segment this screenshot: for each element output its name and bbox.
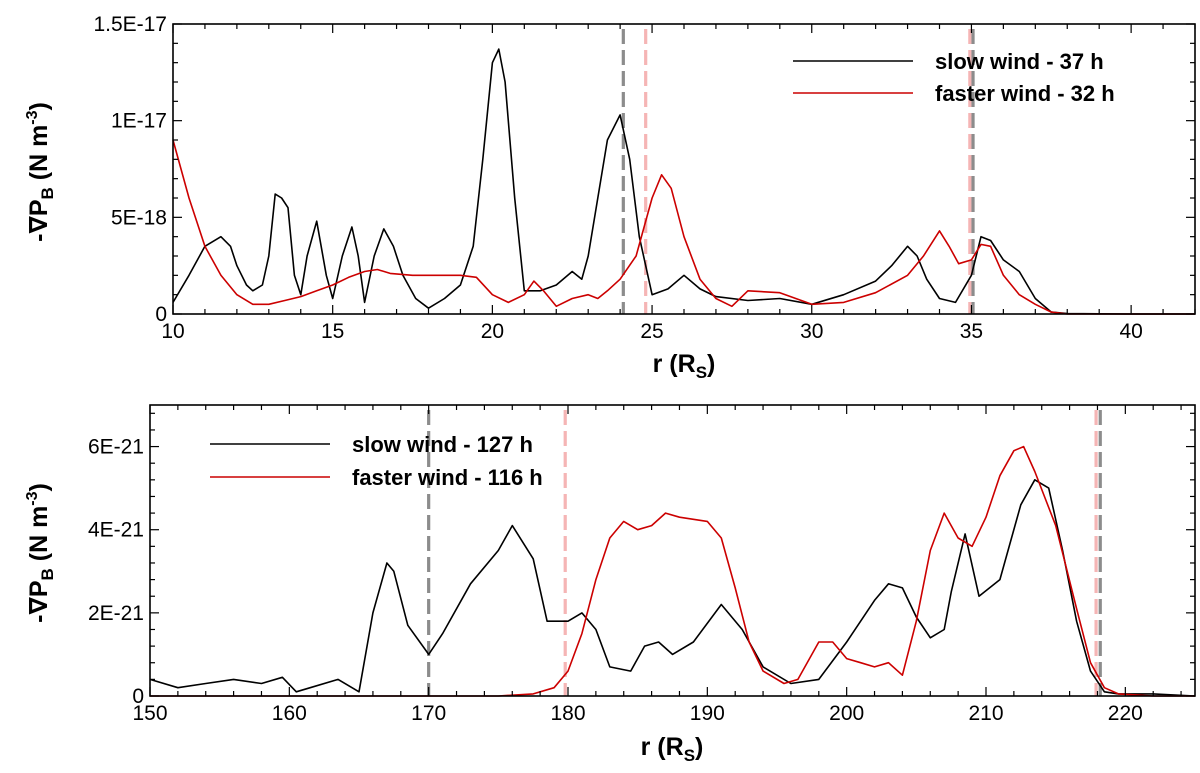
bottom-x-tick-label: 180 [550, 702, 585, 725]
bottom-series-slow-wind [149, 478, 1196, 697]
bottom-y-tick-label: 4E-21 [88, 519, 144, 542]
top-y-tick-label: 5E-18 [111, 206, 167, 229]
top-y-tick-label: 1.5E-17 [93, 13, 167, 36]
top-x-tick-label: 10 [161, 320, 184, 343]
bottom-x-tick-label: 210 [968, 702, 1003, 725]
top-panel: 10 15 20 25 30 35 40 0 5E-18 1E-17 1.5E-17 r (RS)… [24, 13, 1196, 382]
bottom-x-tick-label: 150 [132, 702, 167, 725]
bottom-x-tick-label: 170 [411, 702, 446, 725]
bottom-y-tick-label: 6E-21 [88, 436, 144, 459]
top-y-axis-title: -∇PB (N m-3) [24, 102, 57, 242]
bottom-legend-label-fast: faster wind - 116 h [352, 465, 543, 490]
bottom-series-lines [149, 445, 1196, 697]
bottom-y-ticks: 0 2E-21 4E-21 6E-21 [88, 412, 1195, 708]
top-x-tick-label: 20 [481, 320, 504, 343]
bottom-x-tick-label: 190 [690, 702, 725, 725]
top-legend: slow wind - 37 h faster wind - 32 h [793, 49, 1115, 106]
top-legend-label-slow: slow wind - 37 h [935, 49, 1104, 74]
bottom-x-tick-label: 220 [1108, 702, 1143, 725]
bottom-x-tick-label: 160 [272, 702, 307, 725]
top-legend-label-fast: faster wind - 32 h [935, 81, 1115, 106]
bottom-legend: slow wind - 127 h faster wind - 116 h [210, 432, 543, 490]
top-x-axis-title: r (RS) [653, 350, 716, 382]
bottom-y-tick-label: 2E-21 [88, 602, 144, 625]
top-x-tick-label: 40 [1119, 320, 1142, 343]
top-x-tick-label: 25 [640, 320, 663, 343]
top-vertical-markers [621, 29, 975, 314]
bottom-series-faster-wind [150, 445, 1195, 697]
top-series-faster-wind [172, 139, 1195, 315]
top-x-tick-label: 35 [960, 320, 983, 343]
top-y-ticks: 0 5E-18 1E-17 1.5E-17 [93, 13, 1195, 326]
bottom-x-axis-title: r (RS) [641, 733, 704, 765]
top-series-lines [172, 48, 1195, 315]
top-series-slow-wind [172, 48, 1195, 315]
bottom-y-tick-label: 0 [132, 685, 144, 708]
bottom-panel: 150 160 170 180 190 200 210 220 0 2E-21 4E-21 6E-2… [24, 404, 1196, 765]
top-x-tick-label: 15 [321, 320, 344, 343]
top-x-tick-label: 30 [800, 320, 823, 343]
top-y-tick-label: 1E-17 [111, 110, 167, 133]
bottom-y-axis-title: -∇PB (N m-3) [24, 483, 57, 623]
bottom-legend-label-slow: slow wind - 127 h [352, 432, 533, 457]
bottom-plot-frame [149, 404, 1196, 697]
bottom-vertical-markers [427, 410, 1102, 696]
bottom-x-ticks: 150 160 170 180 190 200 210 220 [132, 405, 1182, 725]
bottom-x-tick-label: 200 [829, 702, 864, 725]
top-y-tick-label: 0 [155, 303, 167, 326]
top-x-ticks: 10 15 20 25 30 35 40 [161, 24, 1196, 343]
